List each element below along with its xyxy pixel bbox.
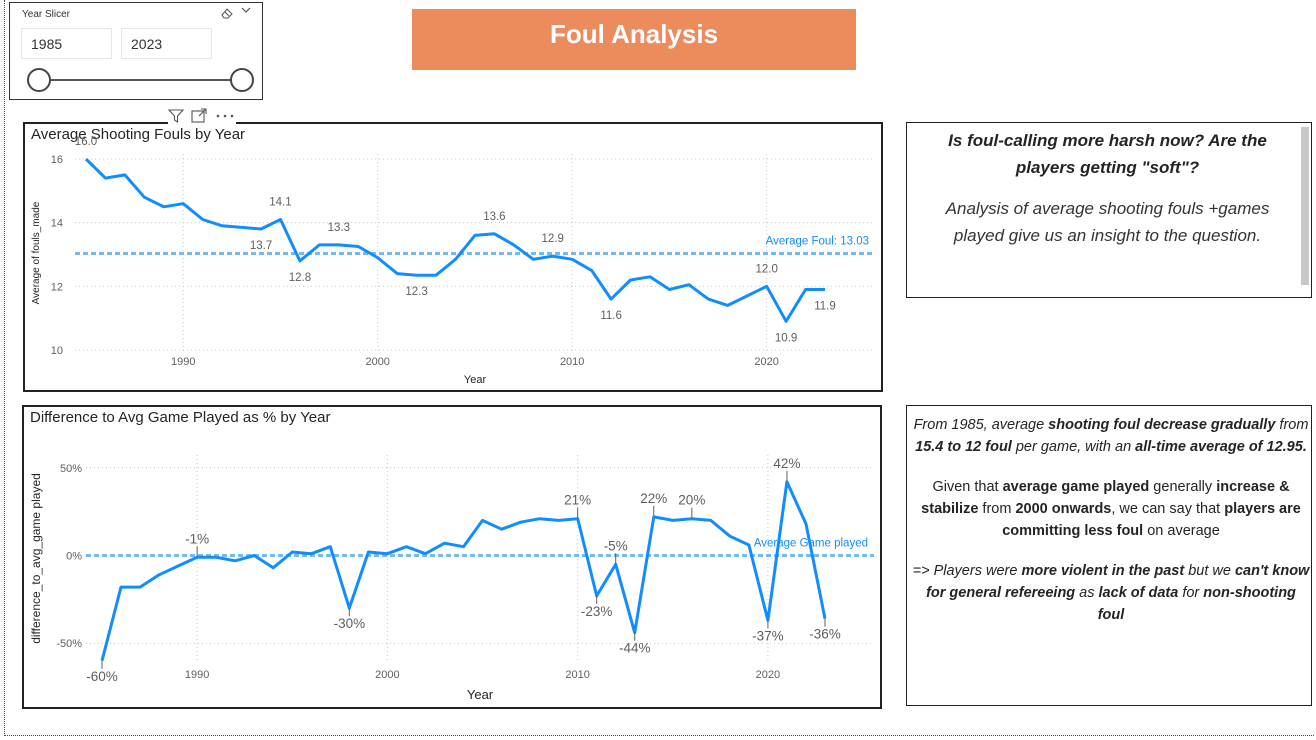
data-label: 12.8: [289, 272, 311, 284]
chart-svg: 10 12 14 16 1990 2000 2010 2020 Year Average of f…: [31, 136, 875, 386]
data-label: -44%: [619, 641, 651, 656]
text-run: average game played: [1002, 479, 1150, 495]
chart-title: Difference to Avg Game Played as % by Ye…: [30, 409, 331, 426]
x-axis-title: Year: [464, 374, 487, 386]
text-run: for: [1178, 585, 1204, 601]
avg-shooting-fouls-chart[interactable]: Average Shooting Fouls by Year 10 12 14 16 1…: [23, 122, 883, 392]
scrollbar[interactable]: [1301, 127, 1309, 285]
data-label: 12.3: [405, 286, 427, 298]
data-label: 11.9: [814, 301, 836, 313]
reference-line-label: Average Foul: 13.03: [766, 236, 869, 248]
data-label: 13.6: [483, 211, 505, 223]
text-run: non-shooting foul: [1097, 585, 1296, 623]
data-label: -60%: [86, 669, 118, 684]
x-tick-label: 2010: [565, 669, 589, 681]
text-run: all-time average of 12.95.: [1135, 439, 1307, 455]
y-tick-label: 16: [51, 154, 63, 166]
data-label: 42%: [773, 456, 800, 471]
y-axis-title: Average of fouls_made: [31, 201, 42, 304]
slider-end-handle[interactable]: [230, 68, 254, 92]
data-label: 20%: [678, 493, 705, 508]
difference-game-played-chart[interactable]: Difference to Avg Game Played as % by Ye…: [22, 405, 882, 709]
y-tick-label: 50%: [60, 463, 82, 475]
filter-icon[interactable]: [167, 109, 185, 128]
data-label: 21%: [564, 493, 591, 508]
text-run: From 1985, average: [913, 417, 1049, 433]
conclusion-text: From 1985, average shooting foul decreas…: [911, 414, 1311, 644]
x-tick-label: 2000: [375, 669, 399, 681]
x-tick-label: 2020: [754, 356, 778, 368]
data-label: 14.1: [269, 196, 291, 208]
data-label: -23%: [581, 604, 613, 619]
data-label: 22%: [640, 491, 667, 506]
text-run: more violent in the past: [1021, 563, 1185, 579]
y-axis-title: difference_to_avg_game played: [29, 473, 43, 644]
visual-header: [167, 108, 237, 128]
text-run: from: [1275, 417, 1309, 433]
data-label: 16.0: [75, 136, 97, 148]
text-run: => Players were: [912, 563, 1022, 579]
eraser-icon[interactable]: [220, 7, 234, 22]
x-tick-label: 2000: [365, 356, 389, 368]
text-run: lack of data: [1098, 585, 1179, 601]
text-run: can't know for general refereeing: [926, 563, 1310, 601]
more-options-icon[interactable]: [214, 111, 236, 128]
text-run: shooting foul decrease gradually: [1048, 417, 1276, 433]
conclusion-paragraph-2: Given that average game played generally…: [911, 476, 1311, 542]
text-run: Given that: [932, 479, 1003, 495]
text-run: from: [978, 501, 1016, 517]
insight-text: Analysis of average shooting fouls +game…: [945, 199, 1270, 245]
slicer-title: Year Slicer: [22, 9, 70, 20]
series-line: [84, 157, 825, 323]
question-text: Is foul-calling more harsh now? Are the …: [948, 131, 1267, 177]
question-textbox: Is foul-calling more harsh now? Are the …: [906, 122, 1312, 298]
report-canvas: [4, 0, 1314, 736]
slider-track[interactable]: [50, 79, 241, 81]
conclusion-paragraph-3: => Players were more violent in the past…: [911, 560, 1311, 626]
text-run: 2000 onwards: [1015, 501, 1112, 517]
data-label: 13.3: [328, 222, 350, 234]
data-label: -37%: [752, 628, 784, 643]
report-title: Foul Analysis: [412, 9, 856, 70]
text-run: increase & stabilize: [921, 479, 1290, 517]
conclusion-textbox: From 1985, average shooting foul decreas…: [906, 405, 1312, 706]
slider-start-handle[interactable]: [27, 68, 51, 92]
y-tick-label: 0%: [66, 551, 82, 563]
y-tick-label: 12: [51, 281, 63, 293]
chevron-down-icon[interactable]: [240, 5, 252, 18]
chart-svg: -50% 0% 50% 1990 2000 2010 2020 Year difference_…: [29, 455, 874, 702]
x-tick-label: 1990: [185, 669, 209, 681]
data-label: 12.0: [755, 263, 777, 275]
start-year-input[interactable]: 1985: [21, 28, 112, 59]
x-tick-label: 2010: [560, 356, 584, 368]
text-run: per game, with an: [1011, 439, 1136, 455]
data-label: 12.9: [542, 233, 564, 245]
y-tick-label: 10: [51, 345, 63, 357]
x-tick-label: 2020: [756, 669, 780, 681]
x-tick-label: 1990: [171, 356, 195, 368]
text-run: on average: [1143, 523, 1220, 539]
focus-mode-icon[interactable]: [190, 108, 208, 128]
year-slicer[interactable]: Year Slicer 1985 2023: [9, 2, 263, 100]
y-tick-label: -50%: [56, 638, 82, 650]
data-label: 11.6: [600, 310, 622, 322]
x-axis-title: Year: [467, 687, 494, 702]
text-run: 15.4 to 12 foul: [915, 439, 1012, 455]
chart-title: Average Shooting Fouls by Year: [31, 126, 246, 143]
conclusion-paragraph-1: From 1985, average shooting foul decreas…: [911, 414, 1311, 458]
data-label: 13.7: [250, 240, 272, 252]
data-label: -36%: [809, 627, 841, 642]
data-label: -1%: [185, 531, 209, 546]
end-year-input[interactable]: 2023: [121, 28, 212, 59]
series-line: [100, 480, 827, 662]
data-label: -5%: [604, 538, 628, 553]
data-label: -30%: [334, 616, 366, 631]
data-label: 10.9: [775, 332, 797, 344]
text-run: but we: [1184, 563, 1235, 579]
text-run: generally: [1149, 479, 1217, 495]
text-run: as: [1075, 585, 1099, 601]
text-run: , we can say that: [1111, 501, 1225, 517]
text-run: players are committing less foul: [1002, 501, 1301, 539]
y-tick-label: 14: [51, 218, 63, 230]
